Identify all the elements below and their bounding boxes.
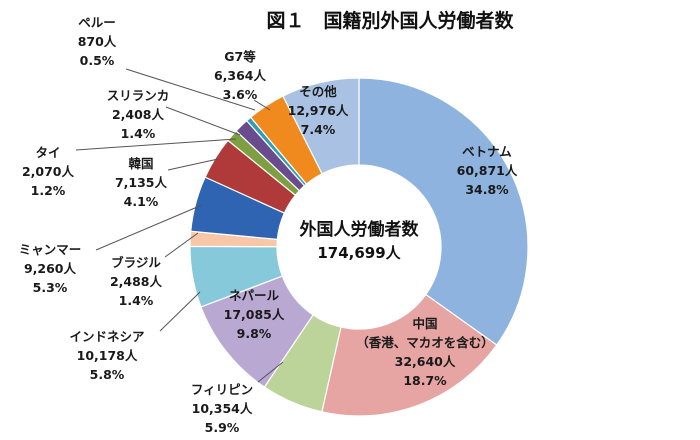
slice-china	[321, 293, 498, 417]
leader-line-g7	[253, 99, 271, 111]
leader-line-philippines	[257, 361, 284, 383]
leader-line-thailand	[75, 138, 237, 151]
slice-label-vietnam: ベトナム 60,871人 34.8%	[457, 144, 518, 197]
slice-label-korea: 韓国 7,135人 4.1%	[115, 156, 168, 209]
slice-label-thailand: タイ 2,070人 1.2%	[22, 145, 75, 198]
slice-label-g7: G7等 6,364人 3.6%	[214, 49, 267, 102]
leader-line-korea	[167, 158, 219, 171]
center-value: 174,699人	[317, 244, 401, 262]
slice-label-indonesia: インドネシア 10,178人 5.8%	[69, 329, 144, 382]
slice-label-nepal: ネパール 17,085人 9.8%	[224, 288, 285, 341]
slice-label-myanmar: ミャンマー 9,260人 5.3%	[19, 242, 82, 295]
leader-line-brazil	[164, 232, 199, 258]
slice-label-sri-lanka: スリランカ 2,408人 1.4%	[107, 88, 170, 141]
slices-group	[189, 77, 529, 417]
slice-label-china: 中国（香港、マカオを含む） 32,640人 18.7%	[356, 316, 494, 388]
leader-line-sri-lanka	[165, 106, 241, 136]
slice-label-other: その他 12,976人 7.4%	[288, 84, 349, 137]
leader-lines	[75, 68, 284, 383]
leader-line-indonesia	[159, 291, 201, 332]
slice-label-philippines: フィリピン 10,354人 5.9%	[191, 382, 253, 435]
chart-title: 図１ 国籍別外国人労働者数	[266, 9, 514, 32]
leader-line-peru	[125, 68, 256, 111]
slice-labels: ベトナム 60,871人 34.8% 中国（香港、マカオを含む） 32,640人 18.7…	[19, 15, 518, 435]
slice-label-peru: ペルー 870人 0.5%	[78, 15, 117, 68]
center-label: 外国人労働者数	[300, 219, 420, 240]
slice-vietnam	[358, 77, 529, 346]
slice-other	[282, 77, 360, 175]
slice-label-brazil: ブラジル 2,488人 1.4%	[110, 255, 163, 308]
leader-line-myanmar	[95, 204, 203, 251]
